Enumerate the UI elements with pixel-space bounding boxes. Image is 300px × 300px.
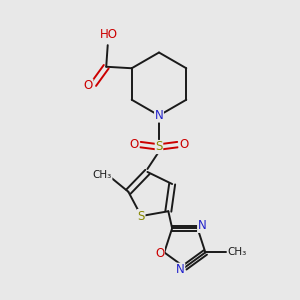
Text: HO: HO <box>100 28 118 41</box>
Text: O: O <box>155 248 164 260</box>
Text: O: O <box>84 79 93 92</box>
Text: N: N <box>176 263 185 276</box>
Text: O: O <box>179 138 188 151</box>
Text: S: S <box>138 209 145 223</box>
Text: N: N <box>154 109 164 122</box>
Text: O: O <box>130 138 139 151</box>
Text: S: S <box>155 140 163 154</box>
Text: CH₃: CH₃ <box>228 248 247 257</box>
Text: N: N <box>198 219 206 232</box>
Text: CH₃: CH₃ <box>93 169 112 180</box>
